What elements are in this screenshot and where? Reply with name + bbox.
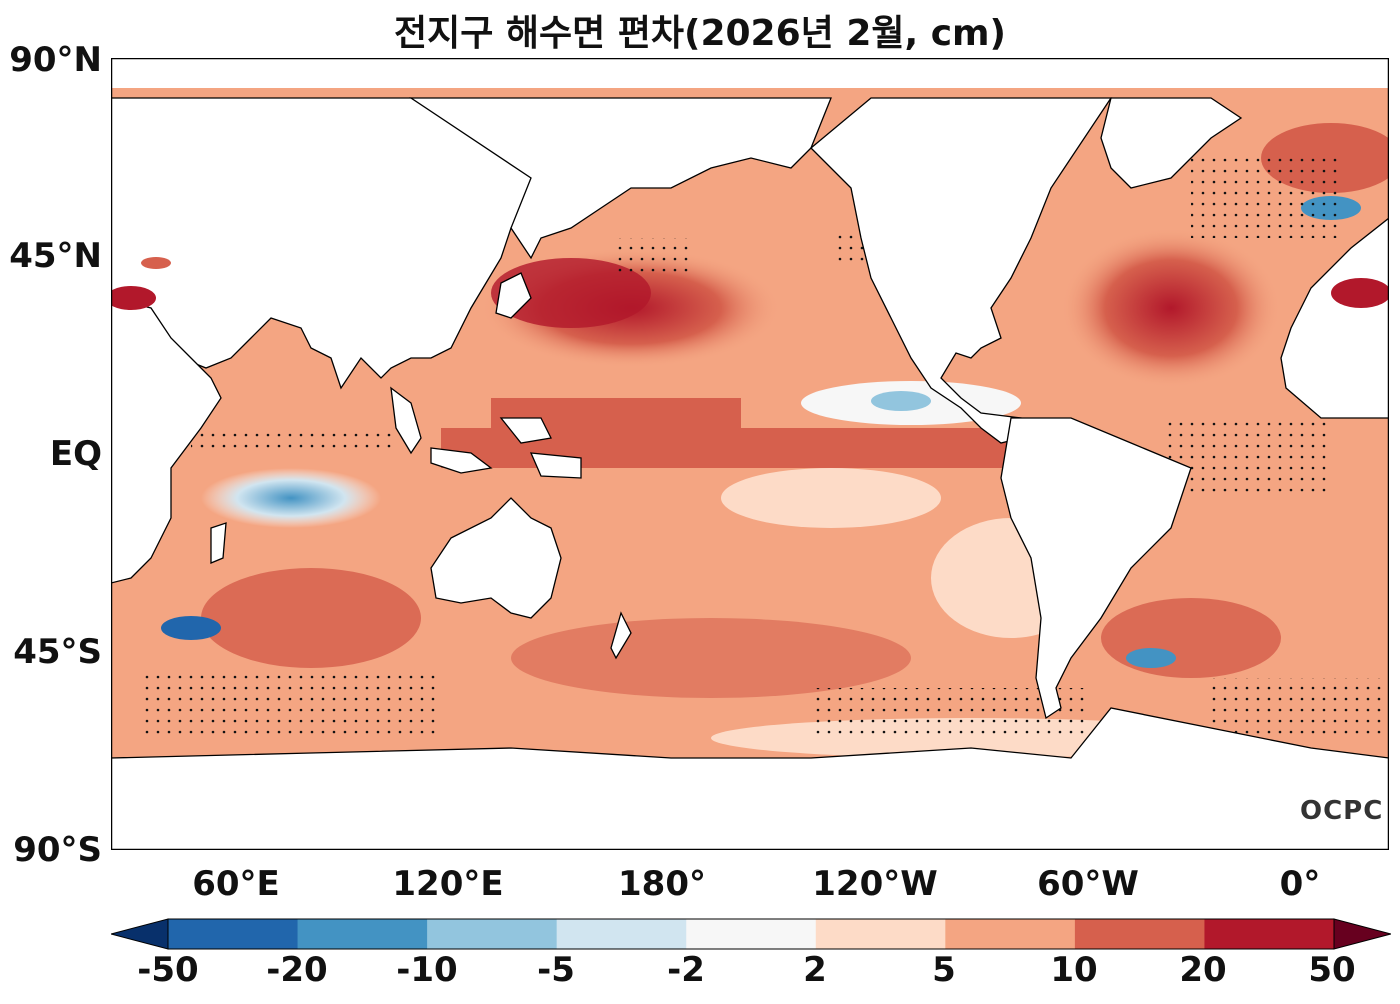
lon-label-60e: 60°E bbox=[192, 864, 280, 904]
colorbar-tick: -2 bbox=[667, 950, 705, 990]
colorbar-segment bbox=[815, 919, 946, 949]
lon-label-0: 0° bbox=[1279, 864, 1321, 904]
colorbar-extend-high bbox=[1333, 918, 1391, 950]
colorbar-segment bbox=[1204, 919, 1335, 949]
lat-label-eq: EQ bbox=[49, 434, 102, 474]
colorbar-tick: 2 bbox=[803, 950, 827, 990]
lat-label-90n: 90°N bbox=[9, 40, 102, 80]
ocpc-logo: OCPC bbox=[1300, 796, 1384, 826]
colorbar-frame bbox=[167, 918, 1335, 950]
lat-label-45n: 45°N bbox=[9, 236, 102, 276]
colorbar-extend-low bbox=[111, 918, 169, 950]
lon-label-120e: 120°E bbox=[392, 864, 504, 904]
colorbar-segment bbox=[297, 919, 428, 949]
colorbar bbox=[111, 918, 1391, 950]
land-masses bbox=[111, 97, 1389, 850]
colorbar-tick: -5 bbox=[537, 950, 575, 990]
lat-label-90s: 90°S bbox=[13, 830, 102, 870]
ocean-field bbox=[111, 88, 1389, 850]
map-title: 전지구 해수면 편차(2026년 2월, cm) bbox=[393, 13, 1006, 54]
map-frame bbox=[111, 58, 1389, 850]
colorbar-tick: -10 bbox=[396, 950, 458, 990]
colorbar-tick: 5 bbox=[932, 950, 956, 990]
sea-level-anomaly-map bbox=[111, 58, 1389, 850]
colorbar-tick: 50 bbox=[1308, 950, 1356, 990]
lon-label-120w: 120°W bbox=[812, 864, 938, 904]
colorbar-segment bbox=[556, 919, 687, 949]
colorbar-segment bbox=[1074, 919, 1205, 949]
colorbar-segment bbox=[427, 919, 558, 949]
lon-label-180: 180° bbox=[618, 864, 706, 904]
colorbar-tick: -50 bbox=[137, 950, 199, 990]
colorbar-segment bbox=[168, 919, 299, 949]
colorbar-tick: 10 bbox=[1050, 950, 1098, 990]
colorbar-segment bbox=[686, 919, 817, 949]
lat-label-45s: 45°S bbox=[13, 632, 102, 672]
colorbar-segment bbox=[945, 919, 1076, 949]
colorbar-tick: 20 bbox=[1179, 950, 1227, 990]
colorbar-tick: -20 bbox=[266, 950, 328, 990]
lon-label-60w: 60°W bbox=[1037, 864, 1139, 904]
